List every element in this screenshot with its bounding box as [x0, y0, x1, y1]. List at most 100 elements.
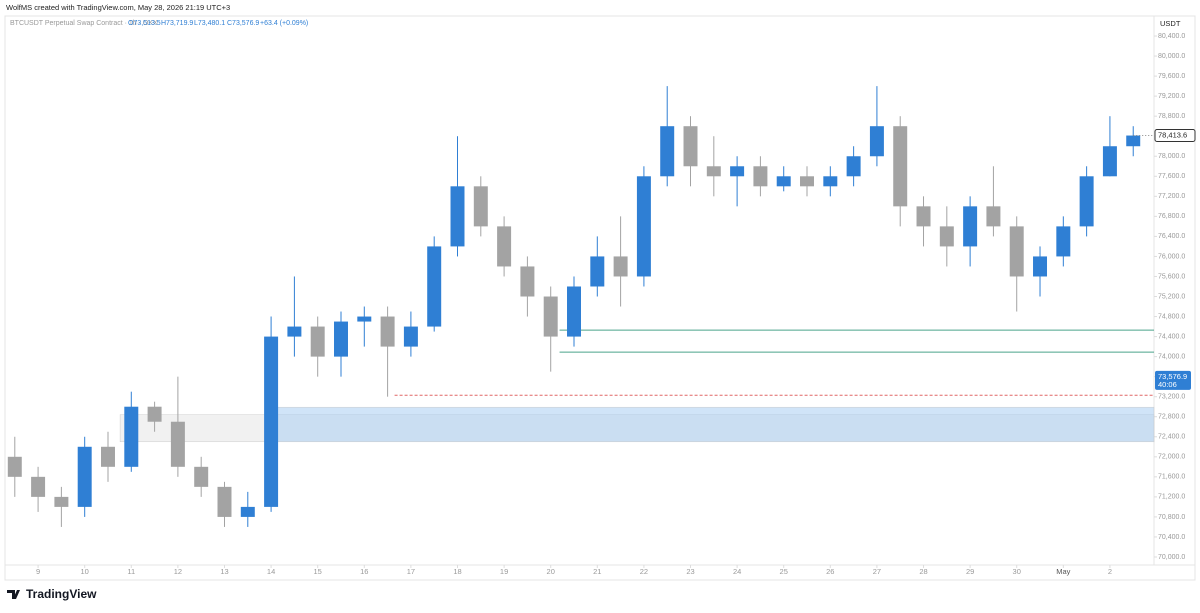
current-price-box — [1155, 370, 1191, 390]
last-price-label: 78,413.6 — [1158, 131, 1187, 140]
y-tick-label: 76,000.0 — [1158, 253, 1185, 260]
candle-body — [776, 176, 791, 187]
candle-body — [380, 316, 395, 347]
x-tick-label: 22 — [640, 567, 648, 576]
x-tick-label: 30 — [1013, 567, 1021, 576]
y-tick-label: 74,800.0 — [1158, 313, 1185, 320]
ohlc-label: O73,513.5 — [128, 20, 161, 27]
candle-body — [427, 246, 442, 327]
x-tick-label: 15 — [314, 567, 322, 576]
y-tick-label: 74,000.0 — [1158, 353, 1185, 360]
candle-body — [31, 476, 46, 497]
x-tick-label: 14 — [267, 567, 275, 576]
y-tick-label: 73,200.0 — [1158, 394, 1185, 401]
x-tick-label: 21 — [593, 567, 601, 576]
candle-body — [194, 466, 209, 487]
candle-body — [730, 166, 745, 177]
candle-body — [660, 126, 675, 177]
candle-body — [473, 186, 488, 227]
candle-body — [1009, 226, 1024, 277]
y-tick-label: 78,800.0 — [1158, 113, 1185, 120]
y-tick-label: 72,000.0 — [1158, 454, 1185, 461]
y-tick-label: 80,400.0 — [1158, 33, 1185, 40]
candle-body — [264, 336, 279, 507]
candle-body — [800, 176, 815, 187]
x-tick-label: 18 — [453, 567, 461, 576]
ohlc-label: C73,576.9 — [227, 20, 259, 27]
y-tick-label: 71,200.0 — [1158, 494, 1185, 501]
candle-body — [543, 296, 558, 337]
logo-mark — [7, 590, 20, 599]
candle-body — [706, 166, 721, 177]
candle-body — [963, 206, 978, 247]
y-tick-label: 80,000.0 — [1158, 53, 1185, 60]
y-tick-label: 75,600.0 — [1158, 273, 1185, 280]
y-tick-label: 75,200.0 — [1158, 293, 1185, 300]
candle-body — [357, 316, 372, 322]
x-tick-label: 29 — [966, 567, 974, 576]
candle-body — [124, 406, 139, 467]
y-tick-label: 76,800.0 — [1158, 213, 1185, 220]
x-tick-label: 10 — [81, 567, 89, 576]
candle-body — [986, 206, 1001, 227]
x-tick-label: 24 — [733, 567, 741, 576]
x-tick-label: 26 — [826, 567, 834, 576]
candle-body — [287, 326, 302, 337]
candle-body — [1102, 146, 1117, 177]
candle-body — [613, 256, 628, 277]
y-tick-label: 77,200.0 — [1158, 193, 1185, 200]
candle-body — [939, 226, 954, 247]
candle-body — [240, 506, 255, 517]
y-tick-label: 70,800.0 — [1158, 514, 1185, 521]
x-tick-label: 28 — [919, 567, 927, 576]
x-tick-label: 20 — [547, 567, 555, 576]
candle-body — [567, 286, 581, 337]
candle-body — [869, 126, 884, 157]
x-tick-label: 2 — [1108, 567, 1112, 576]
y-tick-label: 72,800.0 — [1158, 414, 1185, 421]
candle-body — [683, 126, 698, 167]
candle-body — [823, 176, 838, 187]
y-tick-label: 76,400.0 — [1158, 233, 1185, 240]
candle-body — [753, 166, 768, 187]
candle-body — [170, 421, 185, 467]
candle-body — [77, 446, 92, 507]
x-tick-label: 19 — [500, 567, 508, 576]
x-tick-label: 17 — [407, 567, 415, 576]
candle-body — [450, 186, 465, 247]
y-tick-label: 79,200.0 — [1158, 93, 1185, 100]
last-price-box — [1154, 129, 1196, 143]
x-tick-label: May — [1056, 567, 1070, 576]
y-tick-label: 70,000.0 — [1158, 554, 1185, 561]
candle-body — [100, 446, 115, 467]
candle-body — [1033, 256, 1048, 277]
candle-body — [7, 456, 22, 477]
candle-body — [403, 326, 418, 347]
y-axis-title: USDT — [1160, 19, 1181, 28]
y-tick-label: 78,000.0 — [1158, 153, 1185, 160]
candle-body — [520, 266, 535, 297]
change-label: +63.4 (+0.09%) — [260, 20, 308, 27]
x-tick-label: 13 — [220, 567, 228, 576]
candle-body — [636, 176, 651, 277]
zone — [269, 406, 1155, 443]
ohlc-label: L73,480.1 — [194, 20, 225, 27]
y-tick-label: 71,600.0 — [1158, 474, 1185, 481]
candle-body — [310, 326, 325, 357]
candle-body — [54, 496, 69, 507]
candle-body — [497, 226, 512, 267]
y-tick-label: 79,600.0 — [1158, 73, 1185, 80]
x-tick-label: 23 — [686, 567, 694, 576]
logo: TradingView — [7, 587, 97, 601]
candle-body — [1056, 226, 1071, 257]
candle-body — [147, 406, 162, 422]
candle-body — [1126, 135, 1141, 147]
y-tick-label: 72,400.0 — [1158, 434, 1185, 441]
candle-body — [334, 321, 348, 357]
x-tick-label: 11 — [127, 567, 135, 576]
countdown-label: 40:06 — [1158, 380, 1177, 389]
candle-body — [846, 156, 861, 177]
y-tick-label: 77,600.0 — [1158, 173, 1185, 180]
